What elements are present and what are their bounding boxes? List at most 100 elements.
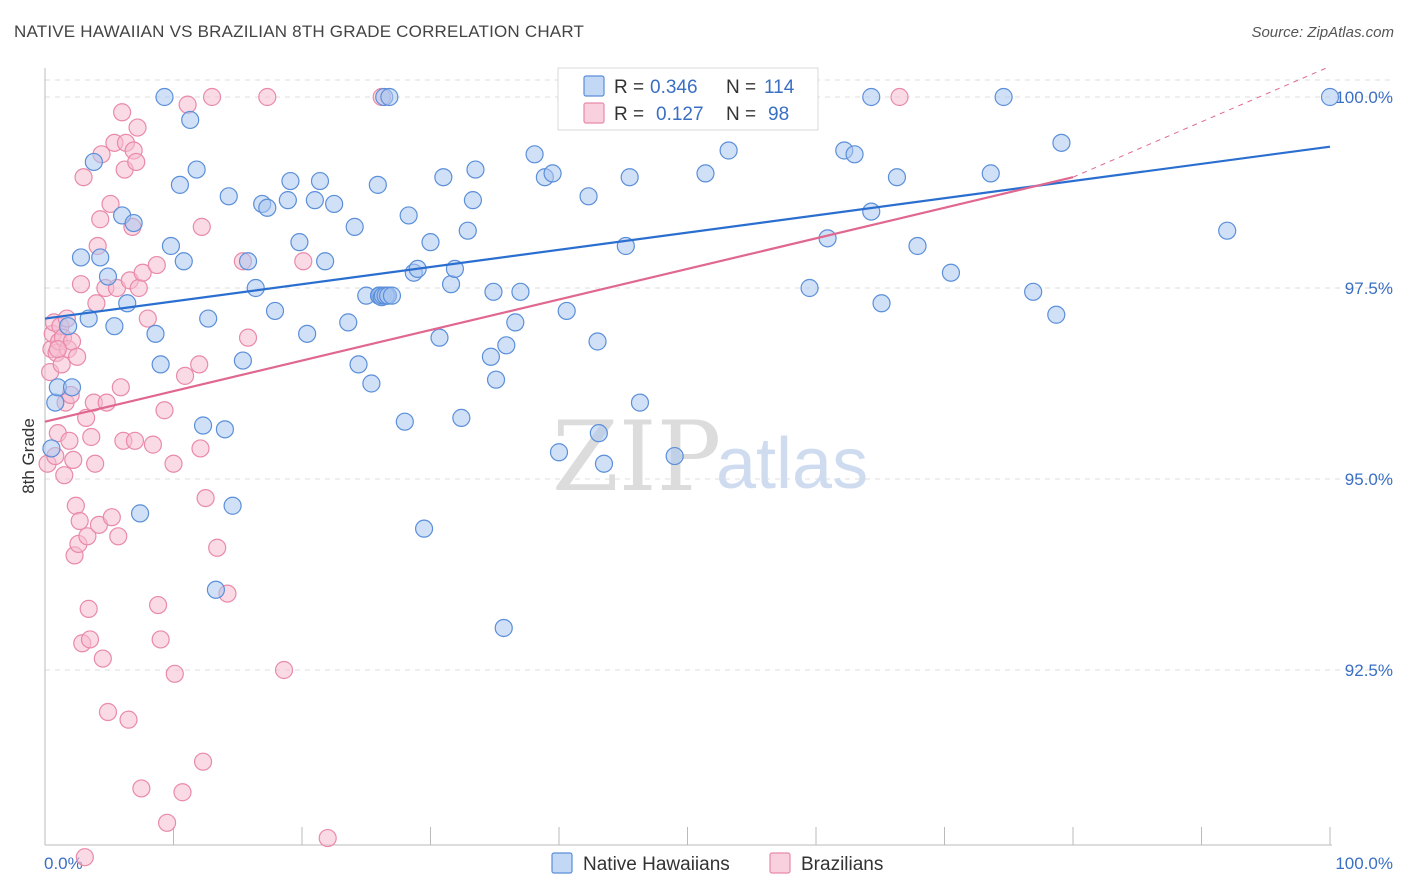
native-hawaiians-point — [719, 141, 738, 160]
brazilians-point — [164, 454, 183, 473]
native-hawaiians-point — [549, 443, 569, 462]
brazilians-point — [148, 595, 168, 615]
native-hawaiians-point — [238, 252, 258, 271]
legend-r-value: 0.346 — [650, 77, 698, 98]
grid — [45, 79, 1392, 671]
native-hawaiians-point — [1218, 221, 1237, 240]
brazilians-point — [147, 255, 166, 275]
legend-r-label: R = — [614, 77, 644, 98]
brazilians-point — [165, 664, 184, 683]
legend-n-label: N = — [726, 104, 756, 125]
native-hawaiians-point — [223, 496, 242, 515]
native-hawaiians-point — [246, 278, 265, 298]
legend-r-value: 0.127 — [656, 104, 704, 125]
native-hawaiians-point — [258, 198, 277, 217]
native-hawaiians-point — [215, 420, 234, 439]
native-hawaiians-point — [1320, 87, 1340, 107]
bottom-legend-label-brazilians: Brazilians — [801, 854, 883, 875]
native-hawaiians-point — [862, 87, 881, 107]
native-hawaiians-point — [187, 160, 206, 179]
native-hawaiians-point — [281, 171, 300, 191]
brazilians-point — [71, 275, 91, 294]
brazilians-point — [202, 87, 222, 107]
brazilians-point — [125, 431, 145, 450]
native-hawaiians-point — [265, 301, 285, 321]
brazilians-point — [151, 630, 170, 649]
native-hawaiians-point — [278, 191, 297, 210]
native-hawaiians-point — [193, 416, 213, 435]
brazilians-point — [109, 527, 128, 546]
brazilians-point — [133, 263, 152, 282]
native-hawaiians-point — [91, 248, 110, 267]
brazilians-point — [129, 278, 148, 298]
chart-title: NATIVE HAWAIIAN VS BRAZILIAN 8TH GRADE C… — [14, 22, 585, 41]
native-hawaiians-point — [862, 202, 881, 221]
legend-r-label: R = — [614, 104, 644, 125]
native-hawaiians-point — [298, 324, 317, 343]
native-hawaiians-point — [511, 282, 530, 301]
native-hawaiians-point — [557, 301, 576, 321]
brazilians-point — [112, 103, 132, 122]
watermark: ZIP atlas — [552, 401, 868, 513]
native-hawaiians-point — [1024, 282, 1043, 301]
legend-swatch-native-hawaiians — [583, 75, 605, 97]
brazilians-point — [79, 599, 98, 618]
brazilians-point — [191, 439, 210, 458]
brazilians-point — [52, 355, 71, 374]
brazilians-point — [82, 427, 101, 447]
series-brazilians — [38, 87, 909, 867]
bottom-legend-label-native-hawaiians: Native Hawaiians — [583, 854, 730, 875]
y-tick-label: 100.0% — [1335, 88, 1393, 107]
native-hawaiians-point — [362, 374, 381, 393]
native-hawaiians-point — [506, 313, 525, 332]
native-hawaiians-point — [325, 194, 344, 214]
native-hawaiians-point — [219, 187, 238, 206]
native-hawaiians-point — [588, 332, 607, 351]
native-hawaiians-point — [151, 355, 170, 374]
legend-swatch-brazilians — [583, 102, 605, 124]
native-hawaiians-point — [463, 191, 483, 210]
bottom-legend: Native Hawaiians Brazilians — [551, 852, 883, 875]
brazilians-point — [178, 95, 197, 114]
native-hawaiians-point — [59, 317, 78, 336]
native-hawaiians-point — [155, 87, 174, 107]
native-hawaiians-point — [161, 236, 181, 256]
brazilians-point — [70, 511, 89, 531]
x-tick-label: 0.0% — [44, 854, 83, 873]
brazilians-point — [132, 779, 151, 798]
brazilians-point — [890, 87, 909, 107]
x-tick-labels: 0.0% 100.0% — [44, 854, 1393, 873]
native-hawaiians-point — [434, 168, 453, 187]
brazilians-point — [157, 813, 177, 832]
native-hawaiians-point — [181, 110, 200, 130]
native-hawaiians-point — [941, 263, 961, 282]
native-hawaiians-point — [543, 164, 562, 183]
brazilians-point — [274, 660, 294, 680]
native-hawaiians-point — [345, 217, 364, 236]
native-hawaiians-point — [594, 454, 614, 473]
native-hawaiians-point — [42, 439, 61, 458]
native-hawaiians-point — [206, 580, 226, 599]
native-hawaiians-point — [579, 187, 598, 206]
native-hawaiians-point — [872, 294, 891, 313]
brazilians-point — [127, 152, 146, 172]
trend-lines — [44, 65, 1331, 423]
brazilians-point — [208, 538, 227, 557]
native-hawaiians-point — [395, 412, 414, 431]
brazilians-point — [64, 450, 83, 469]
native-hawaiians-point — [199, 309, 218, 328]
brazilians-point — [155, 401, 174, 420]
native-hawaiians-point — [290, 233, 309, 252]
brazilians-point — [60, 431, 79, 450]
native-hawaiians-point — [887, 168, 907, 187]
brazilians-point — [80, 630, 100, 649]
native-hawaiians-point — [62, 378, 82, 397]
native-hawaiians-point — [170, 175, 190, 194]
brazilians-point — [55, 466, 74, 485]
y-tick-label: 95.0% — [1345, 470, 1393, 489]
native-hawaiians-point — [1052, 133, 1071, 152]
native-hawaiians-point — [98, 267, 118, 286]
brazilians-point — [98, 702, 118, 722]
native-hawaiians-point — [305, 191, 324, 210]
